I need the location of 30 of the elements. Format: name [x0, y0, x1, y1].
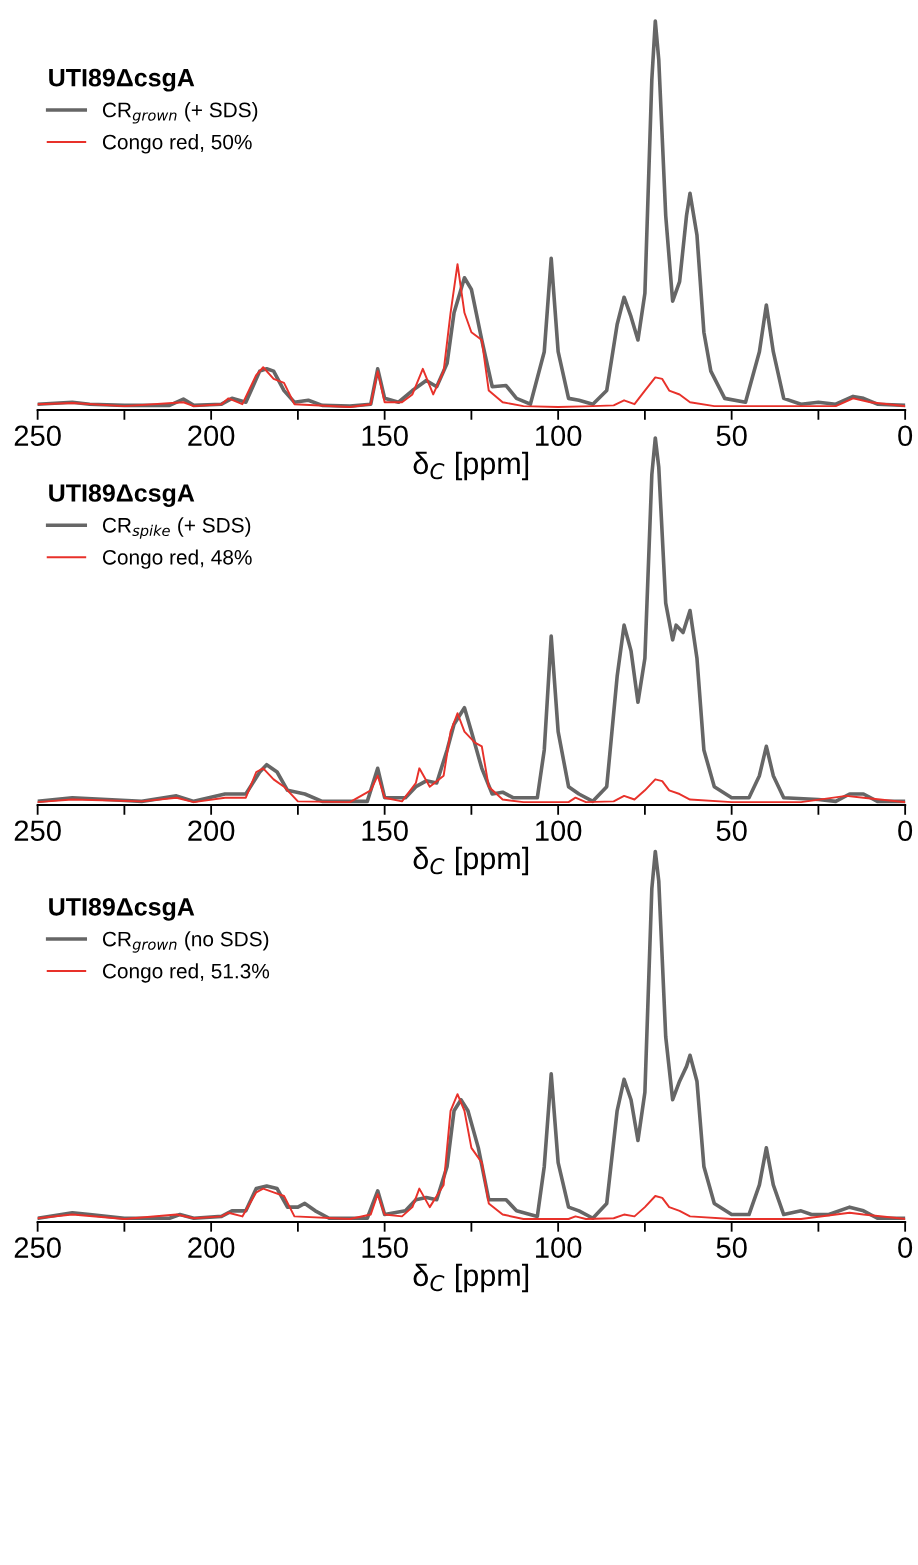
legend-title: UTI89ΔcsgA [49, 68, 195, 92]
x-tick-label: 150 [362, 425, 408, 447]
legend-label: CR$_{grown}$ (no SDS) [102, 931, 269, 953]
legend-label: CR$_{spike}$ (+ SDS) [102, 517, 251, 539]
x-tick-label: 0 [898, 425, 913, 447]
x-tick-label: 250 [14, 820, 61, 842]
legend-label: Congo red, 51.3% [102, 963, 270, 983]
x-axis-title: δ$_{C}$ [ppm] [413, 846, 529, 876]
legend-label: Congo red, 48% [102, 549, 252, 569]
x-tick-label: 50 [716, 425, 747, 447]
x-tick-label: 50 [716, 820, 747, 842]
x-tick-label: 50 [716, 1237, 747, 1258]
legend-title: UTI89ΔcsgA [49, 897, 195, 921]
x-tick-label: 200 [188, 820, 235, 842]
x-tick-label: 150 [362, 1237, 408, 1258]
x-tick-label: 0 [898, 820, 913, 842]
x-axis-title: δ$_{C}$ [ppm] [413, 451, 529, 481]
x-tick-label: 100 [536, 425, 582, 447]
x-tick-label: 200 [188, 1237, 235, 1258]
legend-title: UTI89ΔcsgA [49, 484, 195, 507]
x-axis-title: δ$_{C}$ [ppm] [413, 1263, 529, 1293]
x-tick-label: 100 [536, 1237, 582, 1258]
legend-label: CR$_{grown}$ (+ SDS) [102, 102, 258, 124]
x-tick-label: 100 [536, 820, 582, 842]
x-tick-label: 200 [188, 425, 235, 447]
x-tick-label: 0 [898, 1237, 913, 1258]
x-tick-label: 150 [362, 820, 408, 842]
x-tick-label: 250 [14, 425, 61, 447]
x-tick-label: 250 [14, 1237, 61, 1258]
legend-label: Congo red, 50% [102, 134, 252, 154]
